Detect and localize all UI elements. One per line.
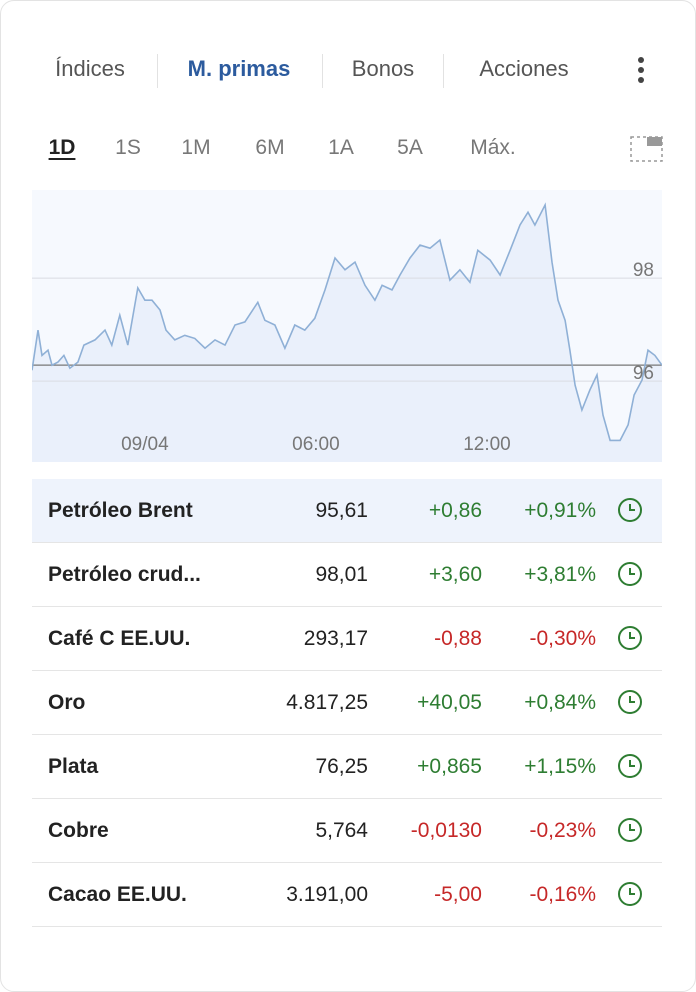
period[interactable]: 5A	[397, 136, 423, 159]
clock-face	[618, 690, 642, 714]
clock-icon	[618, 690, 642, 714]
clock-hands	[629, 760, 635, 767]
price: 5,764	[315, 819, 368, 842]
period[interactable]: 1D	[48, 136, 76, 159]
change-percent: +3,81%	[524, 563, 596, 586]
clock-face	[618, 754, 642, 778]
price: 95,61	[315, 499, 368, 522]
clock-icon	[618, 562, 642, 586]
instrument-name: Cacao EE.UU.	[48, 883, 187, 906]
price: 4.817,25	[286, 691, 368, 714]
period[interactable]: 1S	[115, 136, 141, 159]
change-percent: +0,84%	[524, 691, 596, 714]
quote-row[interactable]: Plata 76,25 +0,865 +1,15%	[32, 735, 662, 799]
chart: 96 98 09/04 06:00 12:00	[32, 190, 662, 462]
change-percent: +0,91%	[524, 499, 596, 522]
change: +0,865	[417, 755, 482, 778]
more-menu[interactable]	[632, 56, 650, 84]
price: 293,17	[303, 627, 368, 650]
instrument-name: Petróleo Brent	[48, 499, 193, 522]
x-tick-label: 12:00	[463, 434, 511, 455]
tab[interactable]: Bonos	[351, 56, 415, 81]
period[interactable]: 6M	[255, 136, 285, 159]
quote-row[interactable]: Cobre 5,764 -0,0130 -0,23%	[32, 799, 662, 863]
tab-separator	[443, 54, 444, 88]
clock-hands	[629, 888, 635, 895]
change: -5,00	[434, 883, 482, 906]
price: 3.191,00	[286, 883, 368, 906]
clock-face	[618, 882, 642, 906]
change: -0,0130	[410, 819, 482, 842]
area	[32, 204, 662, 462]
clock-face	[618, 562, 642, 586]
price: 98,01	[315, 563, 368, 586]
tab-separator	[322, 54, 323, 88]
quote-row[interactable]: Cacao EE.UU. 3.191,00 -5,00 -0,16%	[32, 863, 662, 927]
x-tick-label: 06:00	[292, 434, 340, 455]
change: +40,05	[417, 691, 482, 714]
instrument-name: Café C EE.UU.	[48, 627, 191, 650]
quote-row[interactable]: Café C EE.UU. 293,17 -0,88 -0,30%	[32, 607, 662, 671]
instrument-name: Oro	[48, 691, 86, 714]
quote-row[interactable]: Petróleo crud... 98,01 +3,60 +3,81%	[32, 543, 662, 607]
price: 76,25	[315, 755, 368, 778]
tab[interactable]: M. primas	[187, 56, 291, 81]
clock-hands	[629, 568, 635, 575]
change-percent: -0,16%	[529, 883, 596, 906]
period[interactable]: Máx.	[470, 136, 516, 159]
instrument-name: Cobre	[48, 819, 109, 842]
instrument-name: Plata	[48, 755, 99, 778]
change-percent: +1,15%	[524, 755, 596, 778]
expand-icon[interactable]	[630, 136, 663, 162]
clock-hands	[629, 696, 635, 703]
change: +3,60	[428, 563, 482, 586]
clock-hands	[629, 504, 635, 511]
clock-icon	[618, 818, 642, 842]
clock-face	[618, 818, 642, 842]
clock-icon	[618, 498, 642, 522]
change-percent: -0,30%	[529, 627, 596, 650]
change-percent: -0,23%	[529, 819, 596, 842]
quote-row[interactable]: Oro 4.817,25 +40,05 +0,84%	[32, 671, 662, 735]
tab[interactable]: Índices	[55, 56, 125, 81]
quote-row[interactable]: Petróleo Brent 95,61 +0,86 +0,91%	[32, 479, 662, 543]
x-tick-label: 09/04	[121, 434, 169, 455]
change: +0,86	[428, 499, 482, 522]
period[interactable]: 1M	[181, 136, 211, 159]
clock-icon	[618, 882, 642, 906]
clock-icon	[618, 626, 642, 650]
clock-hands	[629, 824, 635, 831]
tab-separator	[157, 54, 158, 88]
clock-hands	[629, 632, 635, 639]
y-tick-label: 98	[633, 260, 654, 281]
clock-face	[618, 626, 642, 650]
tab[interactable]: Acciones	[479, 56, 569, 81]
instrument-name: Petróleo crud...	[48, 563, 201, 586]
period[interactable]: 1A	[328, 136, 354, 159]
clock-icon	[618, 754, 642, 778]
y-tick-label: 96	[633, 363, 654, 384]
clock-face	[618, 498, 642, 522]
line	[32, 202, 662, 442]
change: -0,88	[434, 627, 482, 650]
